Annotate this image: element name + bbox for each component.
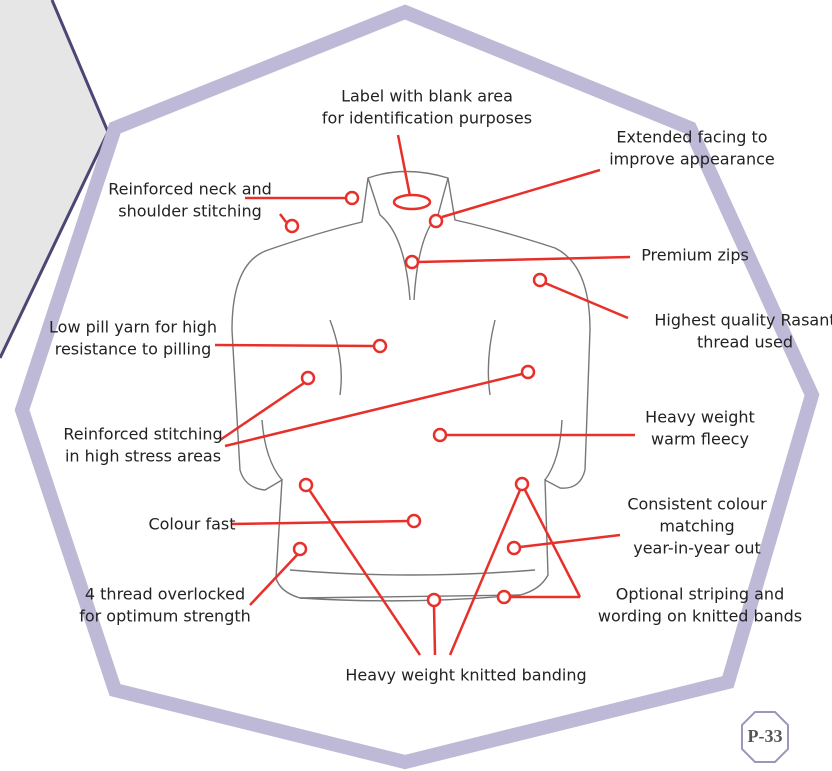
callout-dot [286, 220, 298, 232]
callout-dot [434, 429, 446, 441]
callout-text: wording on knitted bands [598, 607, 802, 626]
callout-text: 4 thread overlocked [85, 585, 245, 604]
callout-dot [300, 479, 312, 491]
callout-text: Premium zips [641, 246, 749, 265]
callout-text: thread used [697, 333, 793, 352]
callout-text: Optional striping and [616, 585, 784, 604]
callout-text: shoulder stitching [118, 202, 262, 221]
callout-text: in high stress areas [65, 447, 221, 466]
callout-dot [516, 478, 528, 490]
callout-text: improve appearance [609, 150, 775, 169]
callout-dot [498, 591, 510, 603]
callout-text: Consistent colour [627, 495, 767, 514]
callout-text: for identification purposes [322, 109, 532, 128]
callout-text: Extended facing to [616, 128, 767, 147]
leader-line [215, 345, 374, 346]
leader-line [434, 606, 435, 655]
callout-text: Low pill yarn for high [49, 318, 217, 337]
callout-text: Colour fast [148, 515, 235, 534]
callout-text: Heavy weight [645, 408, 755, 427]
callout-dot [534, 274, 546, 286]
callout-text: Reinforced stitching [63, 425, 222, 444]
callout-text: warm fleecy [651, 430, 749, 449]
callout-text: Reinforced neck and [108, 180, 272, 199]
callout-text: Label with blank area [341, 87, 513, 106]
callout-dot [346, 192, 358, 204]
callout-dot [408, 515, 420, 527]
callout-dot [430, 215, 442, 227]
page: Label with blank area for identification … [0, 0, 832, 771]
label-oval [394, 195, 430, 209]
callout-dot [302, 372, 314, 384]
callout-dot [428, 594, 440, 606]
callout-text: year-in-year out [633, 539, 761, 558]
callout-text: resistance to pilling [55, 340, 212, 359]
callout-dot [374, 340, 386, 352]
callout-text: matching [659, 517, 734, 536]
callout-dot [508, 542, 520, 554]
callout-text: Highest quality Rasant [654, 311, 832, 330]
callout-text: for optimum strength [79, 607, 251, 626]
callout-dot [406, 256, 418, 268]
page-badge: P-33 [748, 726, 783, 746]
callout-dot [522, 366, 534, 378]
callout-dot [294, 543, 306, 555]
callout-text: Heavy weight knitted banding [345, 666, 586, 685]
